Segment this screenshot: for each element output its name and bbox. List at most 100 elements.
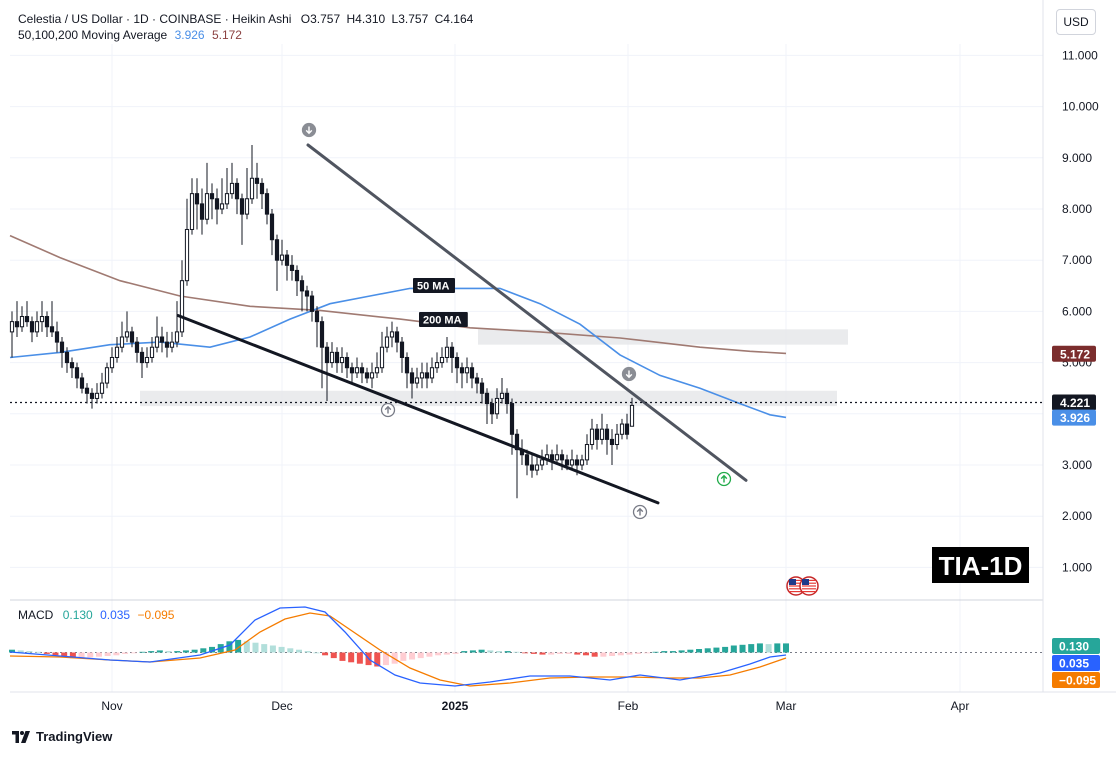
macd-histogram-bar [174, 651, 181, 653]
macd-histogram-bar [113, 652, 120, 656]
macd-histogram-bar [739, 644, 746, 653]
macd-histogram-bar [513, 651, 520, 653]
candle-bear [459, 367, 465, 374]
macd-histogram-bar [17, 650, 24, 653]
candle-bull [169, 341, 175, 348]
ma200-value: 5.172 [211, 28, 242, 42]
candle-bull [379, 346, 385, 369]
buy-arrow-marker-icon [380, 402, 396, 418]
candle-bull [189, 193, 195, 230]
macd-histogram-bar [9, 649, 15, 653]
macd-histogram-bar [487, 650, 494, 653]
candle-bear [74, 367, 80, 379]
macd-histogram-bar [200, 648, 207, 653]
candle-bull [9, 321, 15, 333]
macd-histogram-bar [722, 646, 729, 653]
candle-bear [254, 177, 260, 184]
macd-histogram-bar [382, 652, 389, 666]
candle-bear [509, 403, 515, 435]
ma-indicator-label[interactable]: 50,100,200 Moving Average [18, 28, 168, 42]
candle-bear [24, 316, 30, 323]
candle-bull [389, 331, 395, 338]
macd-histogram-bar [609, 652, 616, 656]
candle-bear [504, 392, 510, 405]
price-tick-label: 10.000 [1062, 100, 1099, 114]
candle-bull [374, 367, 380, 374]
price-tick-label: 1.000 [1062, 560, 1092, 574]
macd-histogram-bar [591, 652, 598, 657]
candle-bull [329, 351, 335, 364]
tradingview-logo-icon [12, 730, 30, 743]
macd-histogram-bar [417, 652, 424, 659]
candle-bull [584, 444, 590, 461]
macd-histogram-bar [243, 641, 250, 653]
macd-histogram-bar [43, 652, 50, 654]
footer-text: TradingView [36, 729, 113, 744]
macd-histogram-bar [530, 652, 537, 654]
macd-histogram-bar [330, 652, 337, 659]
macd-histogram-bar [522, 652, 529, 654]
candle-bull [539, 459, 545, 466]
macd-histogram-bar [261, 644, 268, 653]
candle-bear [559, 454, 565, 461]
ma-row: 50,100,200 Moving Average 3.926 5.172 [18, 27, 473, 43]
ohlc-open-label: O [300, 12, 311, 26]
macd-histogram-bar [348, 652, 355, 663]
candle-bull [34, 321, 40, 333]
price-tick-label: 7.000 [1062, 253, 1092, 267]
sell-arrow-marker-icon [301, 122, 317, 138]
ohlc-low: 3.757 [398, 12, 429, 26]
candle-bear [529, 464, 535, 471]
candle-bear [44, 316, 50, 328]
candle-bull [619, 423, 625, 435]
symbol-row: Celestia / US Dollar · 1D · COINBASE · H… [18, 11, 473, 27]
candle-bull [219, 203, 225, 210]
candle-bull [249, 177, 255, 200]
macd-histogram-bar [443, 652, 450, 655]
ohlc-low-label: L [391, 12, 399, 26]
candle-bull [414, 377, 420, 384]
candle-bear [404, 356, 410, 374]
candle-bear [134, 341, 140, 353]
macd-histogram-bar [635, 652, 642, 654]
macd-histogram-bar [139, 651, 146, 653]
macd-histogram-bar [452, 652, 459, 654]
candle-bear [409, 372, 415, 384]
macd-histogram-bar [130, 652, 137, 654]
macd-histogram-bar [783, 643, 789, 653]
macd-histogram-bar [496, 651, 503, 653]
macd-histogram-bar [556, 652, 563, 654]
candle-bull [534, 464, 540, 471]
price-tick-label: 6.000 [1062, 304, 1092, 318]
support-trendline [176, 313, 660, 505]
macd-line [9, 606, 787, 687]
macd-histogram-bar [565, 652, 572, 654]
currency-button[interactable]: USD [1056, 9, 1096, 35]
macd-histogram-bar [409, 652, 416, 660]
candle-bear [394, 331, 400, 343]
macd-histogram-bar [313, 652, 320, 654]
sell-arrow-marker-icon [621, 366, 637, 382]
macd-label[interactable]: MACD [18, 608, 54, 622]
us-flag-icon [799, 576, 819, 596]
candle-bull [599, 428, 605, 440]
macd-signal-value: −0.095 [137, 608, 175, 622]
candle-bear [79, 377, 85, 389]
price-badge-bg [1052, 394, 1096, 411]
candle-bear [314, 310, 320, 323]
candle-bear [334, 351, 340, 364]
candle-bear [524, 454, 530, 466]
candle-bull [444, 346, 450, 358]
candle-bull [579, 459, 585, 466]
candle-bear [514, 433, 520, 451]
candle-bear [609, 438, 615, 446]
candle-bear [274, 239, 280, 261]
macd-histogram-bar [95, 652, 102, 657]
macd-histogram-bar [295, 649, 302, 653]
macd-badge-bg [1052, 672, 1100, 688]
candle-bull [569, 459, 575, 466]
footer-brand[interactable]: TradingView [12, 729, 112, 744]
candle-bear [474, 377, 480, 384]
